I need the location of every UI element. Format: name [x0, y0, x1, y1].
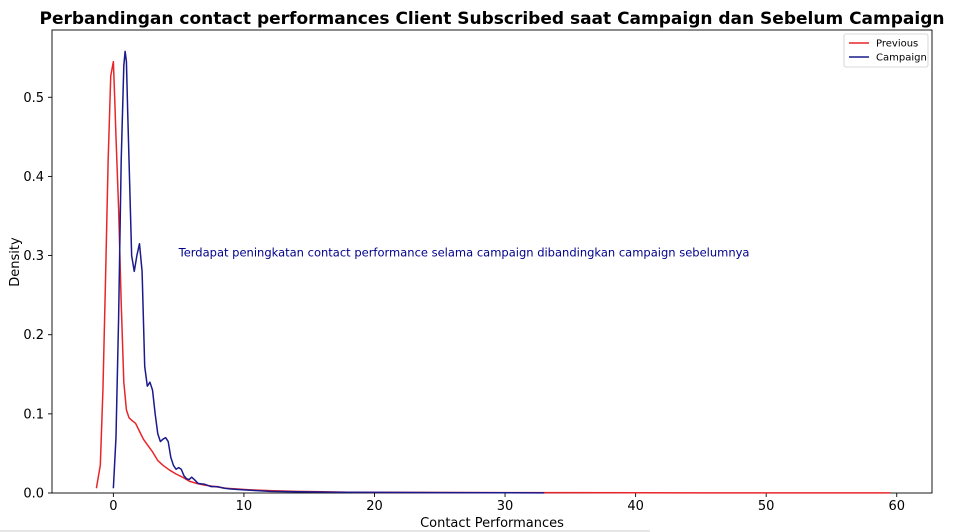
series-line-previous [95, 60, 891, 494]
x-axis-label: Contact Performances [420, 516, 564, 531]
x-tick-label: 60 [888, 499, 905, 514]
bottom-divider [0, 530, 650, 532]
x-tick-label: 20 [366, 499, 383, 514]
chart-title: Perbandingan contact performances Client… [40, 9, 945, 29]
x-tick-label: 30 [497, 499, 514, 514]
y-tick-label: 0.4 [23, 170, 44, 185]
y-tick-label: 0.1 [23, 407, 44, 422]
legend-label-campaign: Campaign [876, 53, 927, 64]
y-tick-label: 0.3 [23, 249, 44, 264]
chart-annotation: Terdapat peningkatan contact performance… [178, 246, 750, 260]
series-line-campaign [112, 50, 545, 494]
axis-ticks: 0 10 20 30 40 50 60 0.0 0.1 0.2 0.3 0.4 0.5 [23, 91, 905, 514]
y-tick-label: 0.0 [23, 487, 44, 502]
series-lines [95, 50, 891, 494]
x-tick-label: 50 [758, 499, 775, 514]
plot-area-frame [51, 29, 933, 494]
x-tick-label: 0 [109, 499, 117, 514]
legend: Previous Campaign [843, 33, 929, 68]
y-axis-label: Density [8, 237, 23, 287]
y-tick-label: 0.5 [23, 91, 44, 106]
x-tick-label: 40 [627, 499, 644, 514]
y-tick-label: 0.2 [23, 328, 44, 343]
legend-label-previous: Previous [876, 39, 918, 50]
x-tick-label: 10 [236, 499, 253, 514]
